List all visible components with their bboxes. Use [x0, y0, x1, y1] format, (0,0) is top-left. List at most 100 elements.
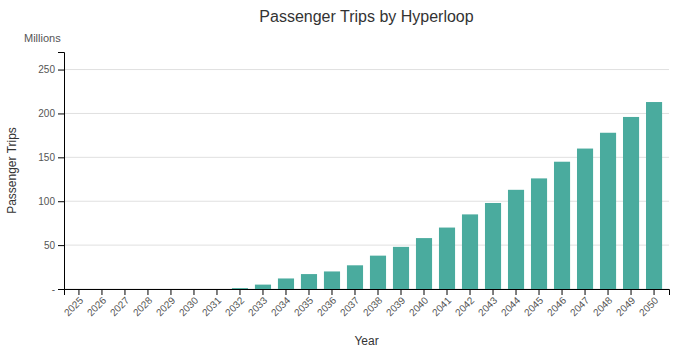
x-tick-mark — [631, 289, 632, 295]
annotation: Millions — [24, 32, 61, 44]
y-tick-label: 250 — [38, 64, 55, 75]
y-tick-mark — [58, 201, 64, 202]
x-axis-line — [65, 290, 670, 296]
bar — [623, 117, 639, 289]
bar — [324, 271, 340, 289]
x-tick-label: 2030 — [177, 294, 201, 318]
x-tick-label: 2031 — [200, 294, 224, 318]
x-tick: 2042 — [453, 289, 477, 318]
y-tick-mark — [58, 157, 64, 158]
x-tick-label: 2026 — [85, 294, 109, 318]
grid — [64, 70, 669, 289]
x-tick: 2049 — [614, 289, 638, 318]
x-tick: 2028 — [131, 289, 155, 318]
y-tick-mark — [58, 289, 64, 290]
bar — [646, 102, 662, 289]
bar — [301, 274, 317, 289]
y-tick: 150 — [38, 152, 64, 163]
y-tick: 200 — [38, 108, 64, 119]
x-tick: 2033 — [246, 289, 270, 318]
bar — [163, 289, 179, 290]
x-tick-label: 2033 — [246, 294, 270, 318]
x-tick-label: 2027 — [108, 294, 132, 318]
x-tick-mark — [354, 289, 355, 295]
y-axis: - 50 100 150 200 250 — [38, 53, 64, 295]
x-axis-title: Year — [354, 334, 378, 348]
y-axis-line — [58, 53, 65, 290]
x-tick-label: 2025 — [62, 294, 86, 318]
bar — [209, 289, 225, 290]
x-tick: 2040 — [407, 289, 431, 318]
x-tick-mark — [470, 289, 471, 295]
bar — [370, 256, 386, 289]
x-tick: 2038 — [361, 289, 385, 318]
x-tick-mark — [516, 289, 517, 295]
x-tick: 2025 — [62, 289, 86, 318]
x-tick-label: 2034 — [269, 294, 293, 318]
grid-line — [64, 113, 669, 114]
x-tick-label: 2040 — [407, 294, 431, 318]
x-tick-mark — [608, 289, 609, 295]
x-tick: 2045 — [522, 289, 546, 318]
y-tick-label: 50 — [44, 240, 56, 251]
y-tick-label: 200 — [38, 108, 55, 119]
x-tick-mark — [401, 289, 402, 295]
x-tick-mark — [170, 289, 171, 295]
bar — [577, 149, 593, 289]
x-tick: 2036 — [315, 289, 339, 318]
x-tick-label: 2047 — [568, 294, 592, 318]
y-tick: - — [52, 284, 64, 295]
x-tick-mark — [539, 289, 540, 295]
x-tick-label: 2050 — [637, 294, 661, 318]
bar — [117, 289, 133, 290]
chart: -501001502002502025202620272028202920302… — [0, 0, 685, 351]
y-tick-label: - — [52, 284, 55, 295]
bar — [255, 285, 271, 289]
y-tick: 100 — [38, 196, 64, 207]
x-tick-label: 2042 — [453, 294, 477, 318]
y-tick-label: 150 — [38, 152, 55, 163]
x-tick: 2032 — [223, 289, 247, 318]
x-tick-label: 2046 — [545, 294, 569, 318]
title: Passenger Trips by Hyperloop — [259, 8, 473, 25]
x-tick-label: 2045 — [522, 294, 546, 318]
x-tick-label: 2032 — [223, 294, 247, 318]
x-tick-mark — [124, 289, 125, 295]
x-tick-mark — [562, 289, 563, 295]
x-tick-label: 2036 — [315, 294, 339, 318]
y-tick-mark — [58, 245, 64, 246]
bar — [600, 133, 616, 289]
bar — [531, 178, 547, 289]
x-tick-mark — [424, 289, 425, 295]
y-tick: 50 — [44, 240, 64, 251]
x-tick-mark — [216, 289, 217, 295]
bar — [416, 238, 432, 289]
x-tick-label: 2043 — [476, 294, 500, 318]
bar — [439, 228, 455, 289]
x-tick: 2034 — [269, 289, 293, 318]
x-tick: 2046 — [545, 289, 569, 318]
x-tick: 2047 — [568, 289, 592, 318]
x-tick-mark — [378, 289, 379, 295]
x-tick-mark — [585, 289, 586, 295]
x-tick-mark — [331, 289, 332, 295]
y-tick: 250 — [38, 64, 64, 75]
x-tick: 2043 — [476, 289, 500, 318]
x-tick-label: 2038 — [361, 294, 385, 318]
x-tick: 2048 — [591, 289, 615, 318]
bar — [393, 247, 409, 289]
x-tick-mark — [493, 289, 494, 295]
y-tick-label: 100 — [38, 196, 55, 207]
plot-area: -501001502002502025202620272028202920302… — [38, 53, 669, 319]
x-tick-label: 2039 — [384, 294, 408, 318]
x-tick-label: 2049 — [614, 294, 638, 318]
x-tick-mark — [654, 289, 655, 295]
x-tick: 2026 — [85, 289, 109, 318]
bar — [462, 214, 478, 289]
x-tick: 2030 — [177, 289, 201, 318]
bar — [508, 190, 524, 289]
x-tick-label: 2037 — [338, 294, 362, 318]
x-tick: 2035 — [292, 289, 316, 318]
bar — [485, 203, 501, 289]
x-tick-mark — [262, 289, 263, 295]
